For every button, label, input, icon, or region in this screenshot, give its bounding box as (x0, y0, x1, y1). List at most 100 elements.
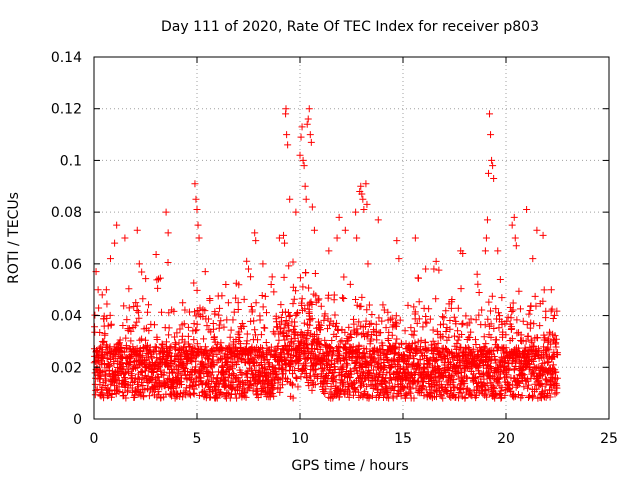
data-point (508, 308, 516, 316)
data-point (229, 381, 237, 389)
data-point (520, 371, 528, 379)
data-point (251, 229, 259, 237)
data-point (446, 325, 454, 333)
data-point (422, 386, 430, 394)
data-point (474, 280, 482, 288)
data-point (480, 375, 488, 383)
data-point (202, 390, 210, 398)
data-point (484, 169, 492, 177)
data-point (391, 318, 399, 326)
data-point (355, 393, 363, 401)
data-point (459, 384, 467, 392)
data-point (518, 392, 526, 400)
data-point (388, 331, 396, 339)
data-point (152, 343, 160, 351)
data-point (234, 299, 242, 307)
data-point (134, 375, 142, 383)
data-point (423, 319, 431, 327)
data-point (344, 361, 352, 369)
data-point (361, 388, 369, 396)
y-tick-label: 0 (73, 412, 82, 428)
data-point (142, 275, 150, 283)
data-point (238, 319, 246, 327)
data-point (440, 314, 448, 322)
data-point (297, 133, 305, 141)
data-point (396, 387, 404, 395)
data-point (335, 348, 343, 356)
data-point (298, 338, 306, 346)
data-point (390, 344, 398, 352)
data-point (315, 295, 323, 303)
data-point (267, 281, 275, 289)
data-point (399, 385, 407, 393)
data-point (316, 326, 324, 334)
data-point (230, 308, 238, 316)
data-point (313, 331, 321, 339)
data-point (133, 226, 141, 234)
data-point (145, 327, 153, 335)
data-point (498, 384, 506, 392)
data-point (303, 374, 311, 382)
data-point (250, 380, 258, 388)
data-point (465, 387, 473, 395)
data-point (375, 314, 383, 322)
data-point (336, 351, 344, 359)
data-point (469, 345, 477, 353)
data-point (403, 368, 411, 376)
data-point (201, 268, 209, 276)
data-point (248, 306, 256, 314)
data-point (364, 260, 372, 268)
data-point (497, 394, 505, 402)
data-point (351, 386, 359, 394)
data-point (325, 321, 333, 329)
data-point (228, 385, 236, 393)
data-point (450, 376, 458, 384)
data-point (492, 305, 500, 313)
data-point (486, 110, 494, 118)
data-point (294, 308, 302, 316)
y-axis-label: ROTI / TECUs (6, 192, 22, 284)
data-point (368, 310, 376, 318)
data-point (242, 369, 250, 377)
data-point (325, 247, 333, 255)
data-point (192, 357, 200, 365)
x-tick-label: 10 (291, 431, 309, 447)
data-point (362, 317, 370, 325)
data-point (454, 304, 462, 312)
data-point (357, 182, 365, 190)
data-point (106, 255, 114, 263)
data-point (401, 327, 409, 335)
data-point (513, 316, 521, 324)
data-point (153, 276, 161, 284)
data-point (139, 352, 147, 360)
data-point (283, 332, 291, 340)
data-point (489, 383, 497, 391)
data-point (358, 354, 366, 362)
data-point (320, 316, 328, 324)
data-point (190, 390, 198, 398)
data-point (354, 329, 362, 337)
data-point (496, 312, 504, 320)
data-point (510, 213, 518, 221)
data-point (338, 337, 346, 345)
data-point (525, 392, 533, 400)
data-point (332, 382, 340, 390)
data-point (283, 131, 291, 139)
data-point (445, 367, 453, 375)
data-point (107, 320, 115, 328)
data-point (139, 295, 147, 303)
data-point (261, 292, 269, 300)
data-point (199, 305, 207, 313)
data-point (304, 115, 312, 123)
data-point (544, 335, 552, 343)
data-point (215, 311, 223, 319)
data-point (509, 306, 517, 314)
data-point (154, 284, 162, 292)
data-point (290, 295, 298, 303)
data-point (410, 394, 418, 402)
data-point (139, 381, 147, 389)
data-point (291, 322, 299, 330)
data-point (463, 373, 471, 381)
data-point (529, 342, 537, 350)
data-point (507, 323, 515, 331)
